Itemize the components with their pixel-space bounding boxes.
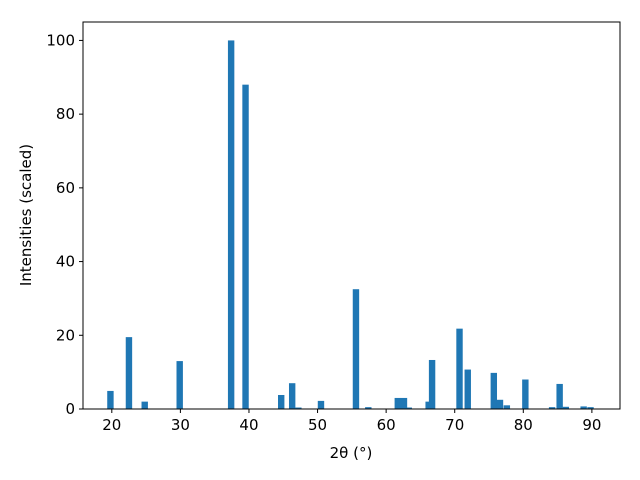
y-tick-label: 20 bbox=[56, 326, 75, 344]
bar bbox=[242, 84, 249, 410]
x-tick-label: 60 bbox=[377, 416, 396, 434]
bar bbox=[288, 383, 296, 409]
bar bbox=[425, 401, 432, 409]
bar bbox=[295, 407, 302, 409]
x-tick-label: 30 bbox=[171, 416, 190, 434]
y-tick-label: 40 bbox=[56, 253, 75, 271]
y-tick-label: 0 bbox=[65, 400, 75, 418]
x-tick-label: 40 bbox=[239, 416, 258, 434]
bar bbox=[464, 369, 471, 409]
bar bbox=[562, 406, 570, 409]
bar bbox=[405, 407, 412, 409]
bar bbox=[394, 397, 401, 409]
bar bbox=[580, 406, 587, 409]
bar bbox=[125, 337, 133, 409]
bar bbox=[107, 390, 114, 409]
x-tick-label: 80 bbox=[514, 416, 533, 434]
bar bbox=[456, 328, 463, 409]
plot-frame bbox=[82, 21, 621, 410]
bar bbox=[317, 400, 325, 409]
bar bbox=[556, 383, 563, 409]
bar bbox=[352, 289, 360, 409]
x-tick-label: 20 bbox=[102, 416, 121, 434]
bar bbox=[503, 405, 511, 409]
x-tick-label: 70 bbox=[445, 416, 464, 434]
bar bbox=[176, 361, 183, 409]
y-tick-label: 60 bbox=[56, 179, 75, 197]
bar bbox=[278, 394, 285, 409]
y-tick-label: 100 bbox=[46, 31, 75, 49]
bar bbox=[490, 372, 498, 409]
bar bbox=[496, 399, 504, 409]
x-axis-label: 2θ (°) bbox=[330, 444, 373, 462]
x-tick-label: 50 bbox=[308, 416, 327, 434]
x-tick-label: 90 bbox=[582, 416, 601, 434]
bar bbox=[141, 401, 148, 409]
bar bbox=[522, 379, 529, 409]
bar bbox=[428, 359, 436, 409]
bar bbox=[548, 407, 556, 409]
y-axis-label: Intensities (scaled) bbox=[17, 144, 35, 286]
bar bbox=[587, 407, 594, 409]
bar bbox=[227, 40, 235, 410]
bar bbox=[365, 407, 372, 409]
y-tick-label: 80 bbox=[56, 105, 75, 123]
bar bbox=[400, 397, 408, 409]
